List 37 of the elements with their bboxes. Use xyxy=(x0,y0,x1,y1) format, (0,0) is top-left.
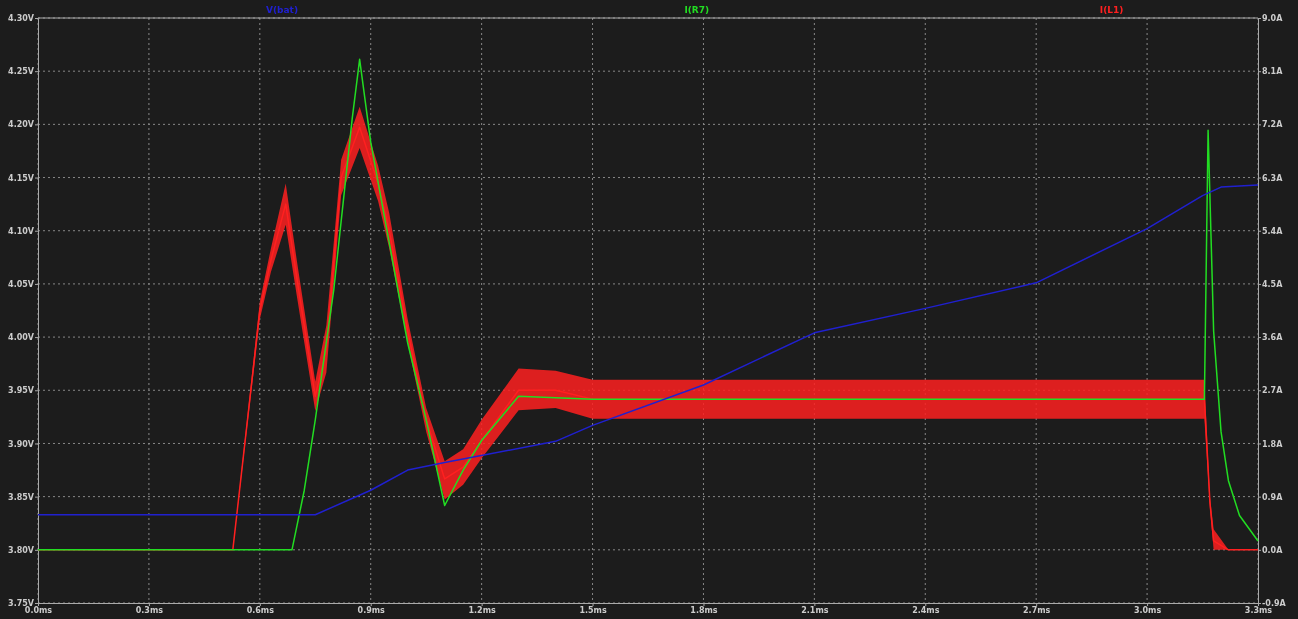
y-tick-label: 4.20V xyxy=(8,120,35,130)
x-tick-label: 0.6ms xyxy=(246,605,275,615)
y2-tick-label: 7.2A xyxy=(1262,120,1284,130)
y-tick-label: 4.05V xyxy=(8,279,35,289)
y-tick-label: 4.15V xyxy=(8,173,35,183)
y2-tick-label: 1.8A xyxy=(1262,439,1284,449)
y2-tick-label: 9.0A xyxy=(1262,14,1284,24)
y2-tick-label: 3.6A xyxy=(1262,333,1284,343)
x-tick-label: 1.8ms xyxy=(690,605,718,615)
x-tick-label: 0.9ms xyxy=(357,605,386,615)
y-tick-label: 4.10V xyxy=(8,226,35,236)
y-tick-label: 4.00V xyxy=(8,333,35,343)
y2-tick-label: 2.7A xyxy=(1262,386,1284,396)
y-tick-label: 3.95V xyxy=(8,386,35,396)
text: I(L1) xyxy=(1099,5,1124,15)
x-tick-label: 2.4ms xyxy=(912,605,940,615)
x-tick-label: 3.3ms xyxy=(1244,605,1273,615)
y-tick-label: 3.90V xyxy=(8,439,35,449)
x-tick-label: 3.0ms xyxy=(1133,605,1162,615)
y2-tick-label: 0.0A xyxy=(1262,545,1284,555)
y-tick-label: 3.80V xyxy=(8,545,35,555)
x-tick-label: 1.2ms xyxy=(468,605,496,615)
y2-tick-label: 5.4A xyxy=(1262,226,1284,236)
x-tick-label: 2.1ms xyxy=(801,605,829,615)
y-tick-label: 4.30V xyxy=(8,14,35,24)
y2-tick-label: 0.9A xyxy=(1262,492,1284,502)
y2-tick-label: 8.1A xyxy=(1262,67,1284,77)
text: V(bat) xyxy=(265,5,299,15)
y-tick-label: 3.85V xyxy=(8,492,35,502)
y2-tick-label: 6.3A xyxy=(1262,173,1284,183)
y2-tick-label: 4.5A xyxy=(1262,279,1284,289)
y-tick-label: 4.25V xyxy=(8,67,35,77)
x-tick-label: 2.7ms xyxy=(1023,605,1051,615)
x-tick-label: 0.3ms xyxy=(135,605,164,615)
text: I(R7) xyxy=(684,5,710,15)
x-tick-label: 1.5ms xyxy=(579,605,607,615)
line-series xyxy=(37,184,1259,516)
